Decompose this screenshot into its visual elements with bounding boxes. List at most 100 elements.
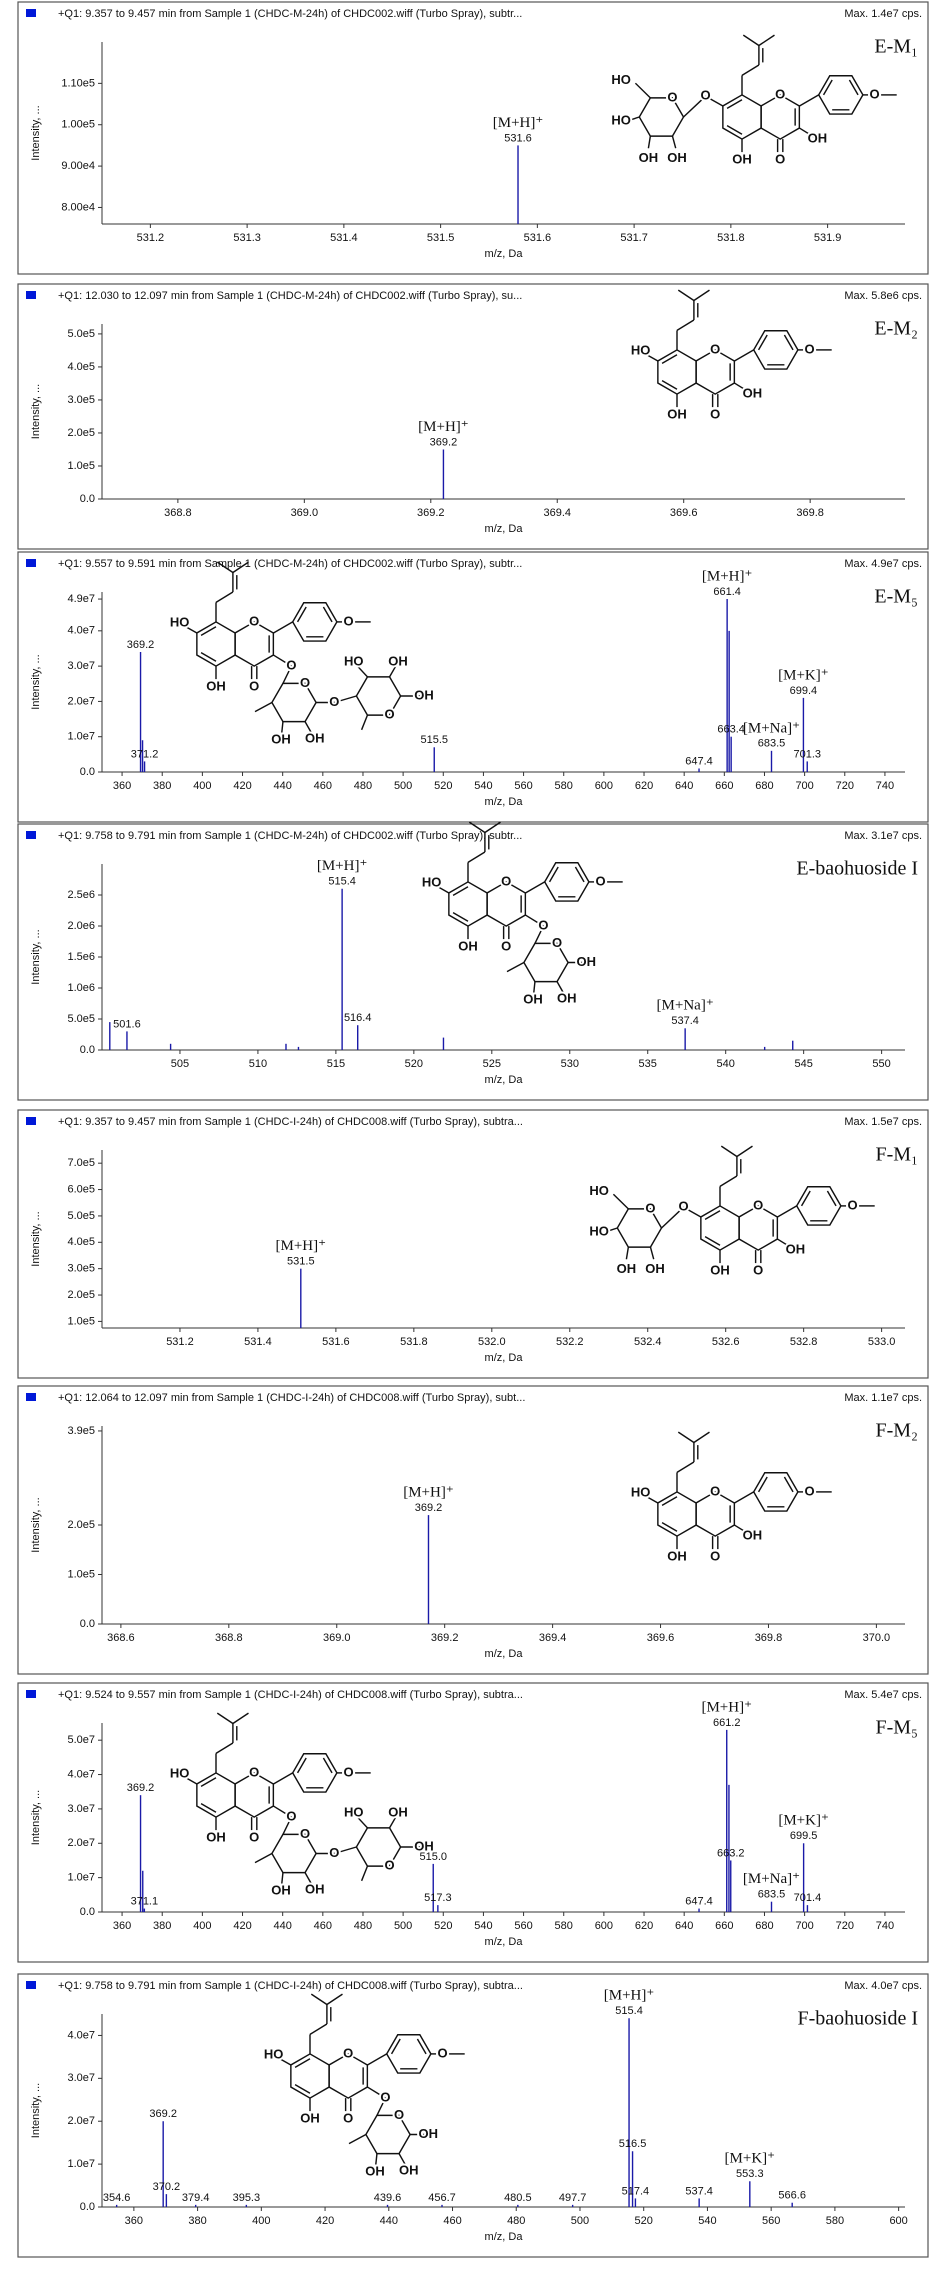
atom-label: O (775, 151, 785, 166)
atom-label: O (710, 1548, 720, 1563)
bond (294, 2083, 311, 2094)
peak-label: 537.4 (671, 1015, 699, 1027)
x-tick-label: 520 (434, 780, 452, 792)
x-tick-label: 740 (876, 780, 894, 792)
x-tick-label: 532.2 (556, 1336, 584, 1348)
x-tick-label: 660 (715, 1920, 733, 1932)
y-tick-label: 0.0 (80, 1618, 95, 1630)
x-axis-label: m/z, Da (485, 1352, 524, 1364)
x-tick-label: 720 (836, 780, 854, 792)
peak-label: 699.5 (790, 1830, 818, 1842)
x-tick-label: 700 (795, 1920, 813, 1932)
panel-title: +Q1: 9.357 to 9.457 min from Sample 1 (C… (58, 8, 522, 20)
peak-label: 515.5 (420, 734, 448, 746)
bond (296, 606, 307, 623)
peak-label: 379.4 (182, 2192, 210, 2204)
x-tick-label: 360 (113, 780, 131, 792)
x-tick-label: 580 (555, 780, 573, 792)
atom-label: O (329, 694, 339, 709)
ring (290, 2053, 330, 2099)
ring (291, 1753, 338, 1793)
sample-label: F-M₂ (875, 1420, 918, 1442)
bond (376, 2097, 387, 2116)
y-tick-label: 9.00e4 (61, 160, 95, 172)
atom-label: O (701, 88, 711, 103)
atom-label: OH (786, 1242, 806, 1257)
bond (200, 626, 217, 637)
bond (200, 1802, 217, 1813)
peak-label: 370.2 (153, 2181, 181, 2193)
atom-label: O (249, 1829, 259, 1844)
y-tick-label: 3.9e5 (67, 1425, 95, 1437)
bond (398, 2153, 410, 2172)
atom-label: OH (206, 678, 226, 693)
y-tick-label: 2.0e5 (67, 1519, 95, 1531)
peak-label: 647.4 (685, 1895, 713, 1907)
bond (304, 1872, 316, 1891)
spectrum-panel: +Q1: 9.357 to 9.457 min from Sample 1 (C… (17, 1, 929, 275)
x-tick-label: 531.9 (814, 232, 842, 244)
atom-label: O (249, 678, 259, 693)
x-tick-label: 540 (717, 1058, 735, 1070)
ion-label: [M+H]⁺ (604, 1988, 655, 2004)
x-tick-label: 460 (443, 2215, 461, 2227)
atom-label: OH (645, 1261, 665, 1276)
x-tick-label: 480 (354, 1920, 372, 1932)
x-tick-label: 460 (314, 780, 332, 792)
x-tick-label: 368.8 (164, 507, 192, 519)
panel-icon (26, 9, 36, 17)
peak-label: 663.2 (717, 1847, 745, 1859)
peak-label: 456.7 (428, 2192, 456, 2204)
bond (431, 882, 450, 894)
atom-label: O (438, 2045, 448, 2060)
ring (234, 621, 275, 667)
bond (304, 721, 316, 740)
ring (234, 1772, 275, 1818)
bond (388, 661, 399, 678)
y-axis-label: Intensity, ... (30, 929, 42, 984)
bond (734, 1524, 753, 1537)
x-tick-label: 400 (193, 1920, 211, 1932)
y-tick-label: 1.0e7 (67, 731, 95, 743)
x-tick-label: 368.6 (107, 1632, 135, 1644)
atom-label: OH (667, 406, 687, 421)
atom-label: OH (557, 990, 577, 1005)
y-axis-label: Intensity, ... (30, 1497, 42, 1552)
ion-label: [M+H]⁺ (317, 858, 368, 874)
x-tick-label: 505 (171, 1058, 189, 1070)
x-tick-label: 532.8 (790, 1336, 818, 1348)
atom-label: OH (365, 2164, 385, 2179)
bond (200, 1777, 217, 1788)
bond (367, 2053, 388, 2066)
bond (467, 851, 486, 864)
bond (334, 1846, 357, 1855)
x-tick-label: 500 (394, 1920, 412, 1932)
y-tick-label: 0.0 (80, 493, 95, 505)
ring (486, 881, 527, 927)
panel-border (17, 1682, 929, 1963)
x-tick-label: 620 (635, 1920, 653, 1932)
bond (676, 1461, 695, 1474)
peak-label: 701.4 (794, 1892, 822, 1904)
bond (726, 124, 743, 135)
bond (556, 981, 568, 1000)
x-tick-label: 369.4 (539, 1632, 567, 1644)
atom-label: O (380, 2090, 390, 2105)
peak-label: 517.4 (622, 2185, 650, 2197)
y-tick-label: 4.0e7 (67, 2029, 95, 2041)
panel-icon (26, 291, 36, 299)
atom-label: OH (271, 1883, 291, 1898)
x-tick-label: 640 (675, 1920, 693, 1932)
y-tick-label: 4.0e7 (67, 1768, 95, 1780)
atom-label: O (329, 1845, 339, 1860)
bond (322, 606, 333, 623)
x-tick-label: 660 (715, 780, 733, 792)
y-tick-label: 3.0e7 (67, 2072, 95, 2084)
x-tick-label: 369.2 (431, 1632, 459, 1644)
spectrum-panel: +Q1: 9.758 to 9.791 min from Sample 1 (C… (17, 821, 929, 1101)
bond (232, 561, 249, 574)
bond (353, 661, 368, 678)
panel-border (17, 1973, 929, 2258)
x-tick-label: 525 (483, 1058, 501, 1070)
